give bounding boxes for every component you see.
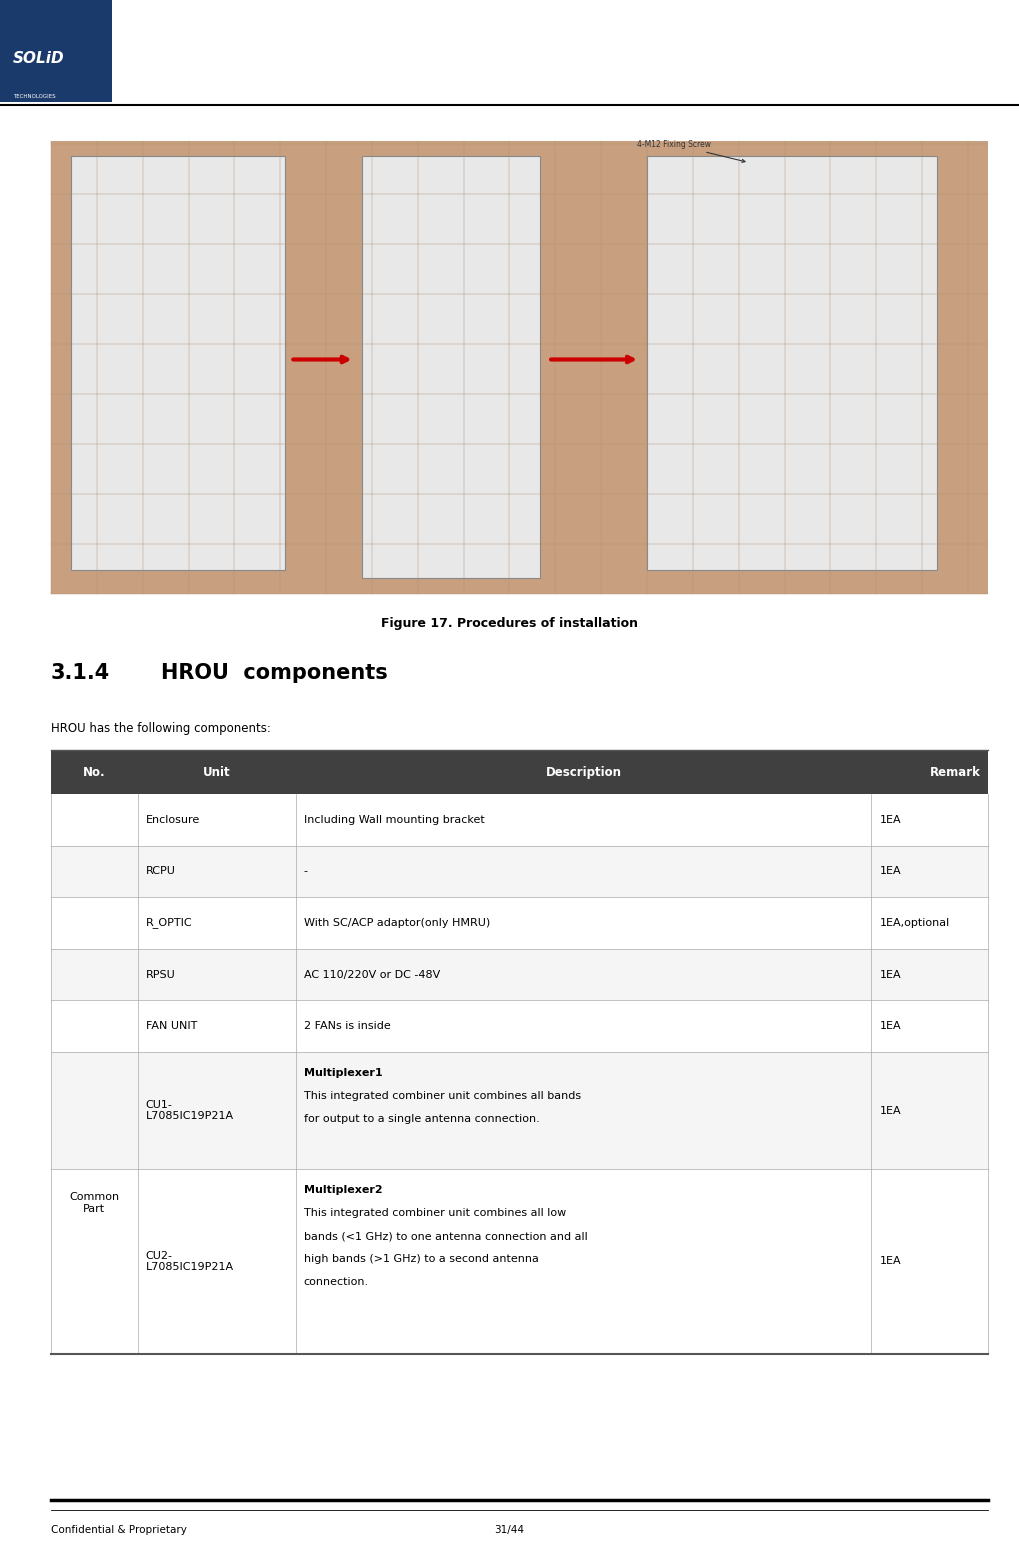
- Text: RPSU: RPSU: [146, 969, 175, 980]
- Bar: [51, 897, 988, 949]
- Text: AC 110/220V or DC -48V: AC 110/220V or DC -48V: [304, 969, 440, 980]
- Text: 1EA: 1EA: [879, 1105, 901, 1116]
- Bar: [51, 1169, 988, 1354]
- Text: TECHNOLOGIES: TECHNOLOGIES: [13, 94, 56, 100]
- Text: SOLiD: SOLiD: [13, 52, 65, 66]
- Text: Enclosure: Enclosure: [146, 814, 200, 825]
- Bar: [51, 1000, 988, 1052]
- Text: 1EA,optional: 1EA,optional: [879, 917, 950, 928]
- Bar: [51, 1052, 988, 1169]
- Text: Remark: Remark: [930, 766, 980, 778]
- Text: Figure 17. Procedures of installation: Figure 17. Procedures of installation: [381, 617, 638, 630]
- Bar: [71, 156, 285, 570]
- Text: connection.: connection.: [304, 1277, 369, 1288]
- Text: Multiplexer1: Multiplexer1: [304, 1068, 382, 1077]
- Text: Confidential & Proprietary: Confidential & Proprietary: [51, 1525, 186, 1535]
- Bar: [51, 846, 988, 897]
- Text: high bands (>1 GHz) to a second antenna: high bands (>1 GHz) to a second antenna: [304, 1254, 538, 1264]
- Text: This integrated combiner unit combines all bands: This integrated combiner unit combines a…: [304, 1091, 581, 1100]
- Text: Including Wall mounting bracket: Including Wall mounting bracket: [304, 814, 484, 825]
- Text: Description: Description: [545, 766, 622, 778]
- Bar: [51, 794, 988, 846]
- Text: CU2-
L7085IC19P21A: CU2- L7085IC19P21A: [146, 1250, 233, 1272]
- Text: Multiplexer2: Multiplexer2: [304, 1185, 382, 1194]
- Text: CU1-
L7085IC19P21A: CU1- L7085IC19P21A: [146, 1100, 233, 1121]
- Text: FAN UNIT: FAN UNIT: [146, 1021, 197, 1032]
- Text: 1EA: 1EA: [879, 1257, 901, 1266]
- Text: With SC/ACP adaptor(only HMRU): With SC/ACP adaptor(only HMRU): [304, 917, 490, 928]
- Text: 3.1.4: 3.1.4: [51, 663, 110, 683]
- Bar: [362, 156, 540, 578]
- Text: 31/44: 31/44: [494, 1525, 525, 1535]
- Bar: [647, 156, 937, 570]
- Text: RCPU: RCPU: [146, 866, 175, 877]
- Text: bands (<1 GHz) to one antenna connection and all: bands (<1 GHz) to one antenna connection…: [304, 1232, 587, 1241]
- Bar: [51, 750, 988, 794]
- Text: 1EA: 1EA: [879, 866, 901, 877]
- Text: No.: No.: [83, 766, 106, 778]
- Text: 4-M12 Fixing Screw: 4-M12 Fixing Screw: [637, 141, 745, 163]
- Text: Common
Part: Common Part: [69, 1193, 119, 1213]
- Text: This integrated combiner unit combines all low: This integrated combiner unit combines a…: [304, 1208, 566, 1218]
- Bar: [51, 141, 988, 594]
- Text: for output to a single antenna connection.: for output to a single antenna connectio…: [304, 1114, 539, 1124]
- Text: 1EA: 1EA: [879, 1021, 901, 1032]
- Text: 2 FANs is inside: 2 FANs is inside: [304, 1021, 390, 1032]
- Text: HROU  components: HROU components: [161, 663, 388, 683]
- Bar: [0, 0, 112, 102]
- Text: HROU has the following components:: HROU has the following components:: [51, 722, 271, 735]
- Text: Unit: Unit: [203, 766, 230, 778]
- Text: 1EA: 1EA: [879, 814, 901, 825]
- Text: -: -: [304, 866, 308, 877]
- Bar: [51, 949, 988, 1000]
- Text: R_OPTIC: R_OPTIC: [146, 917, 193, 928]
- Text: 1EA: 1EA: [879, 969, 901, 980]
